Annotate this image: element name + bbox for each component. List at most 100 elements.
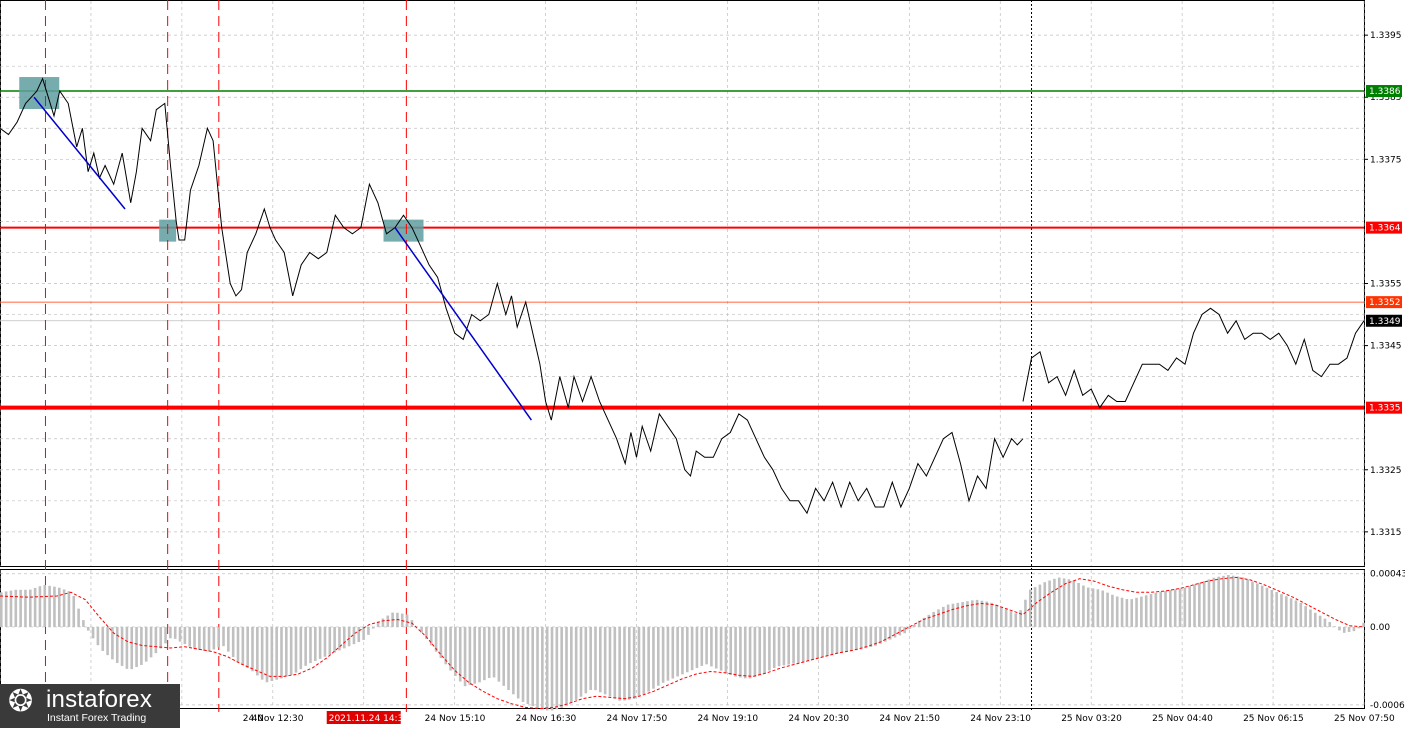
- x-axis-label: 24 Nov 21:50: [879, 714, 940, 724]
- histogram-bar: [261, 627, 264, 680]
- x-axis-label: 25 Nov 07:50: [1334, 714, 1395, 724]
- histogram-bar: [928, 615, 931, 627]
- histogram-bar: [435, 627, 438, 652]
- level-label: 1.3352: [1369, 298, 1401, 308]
- histogram-bar: [1145, 595, 1148, 627]
- histogram-bar: [1106, 593, 1109, 627]
- histogram-bar: [657, 627, 660, 686]
- histogram-bar: [126, 627, 129, 669]
- histogram-bar: [1309, 610, 1312, 627]
- histogram-bar: [768, 627, 771, 671]
- histogram-bar: [1082, 586, 1085, 627]
- histogram-bar: [1126, 599, 1129, 627]
- histogram-bar: [652, 627, 655, 689]
- histogram-bar: [937, 609, 940, 627]
- histogram-bar: [1261, 586, 1264, 627]
- histogram-bar: [1271, 590, 1274, 627]
- histogram-bar: [609, 627, 612, 697]
- histogram-bar: [1005, 609, 1008, 627]
- histogram-bar: [686, 627, 689, 672]
- histogram-bar: [174, 627, 177, 639]
- histogram-bar: [498, 627, 501, 682]
- price-axis-label: 1.3325: [1370, 466, 1402, 476]
- histogram-bar: [1343, 627, 1346, 633]
- histogram-bar: [1164, 591, 1167, 627]
- histogram-bar: [1237, 577, 1240, 627]
- histogram-bar: [469, 627, 472, 685]
- histogram-bar: [792, 627, 795, 664]
- histogram-bar: [1188, 586, 1191, 627]
- level-label: 1.3386: [1369, 87, 1401, 97]
- histogram-bar: [1077, 583, 1080, 627]
- histogram-bar: [720, 627, 723, 671]
- x-axis-label: 25 Nov 03:20: [1061, 714, 1122, 724]
- histogram-bar: [285, 627, 288, 677]
- instaforex-logo: ❂ instaforex Instant Forex Trading: [0, 684, 180, 728]
- x-axis-label: 24 Nov 23:10: [970, 714, 1031, 724]
- histogram-bar: [551, 627, 554, 711]
- histogram-bar: [676, 627, 679, 677]
- histogram-bar: [565, 627, 568, 706]
- histogram-bar: [575, 627, 578, 700]
- histogram-bar: [198, 627, 201, 650]
- histogram-bar: [145, 627, 148, 662]
- histogram-bar: [1155, 593, 1158, 627]
- histogram-bar: [348, 627, 351, 646]
- histogram-bar: [159, 627, 162, 648]
- histogram-bar: [816, 627, 819, 658]
- histogram-bar: [1010, 611, 1013, 627]
- histogram-bar: [1333, 626, 1336, 627]
- histogram-bar: [1179, 588, 1182, 627]
- histogram-bar: [1275, 592, 1278, 627]
- histogram-bar: [560, 627, 563, 708]
- price-axis-label: 1.3345: [1370, 342, 1402, 352]
- histogram-bar: [473, 627, 476, 684]
- histogram-bar: [908, 627, 911, 629]
- histogram-bar: [942, 607, 945, 627]
- histogram-bar: [1174, 589, 1177, 627]
- histogram-bar: [739, 627, 742, 678]
- histogram-bar: [894, 627, 897, 638]
- trend-line: [395, 228, 531, 420]
- price-axis-label: 1.3395: [1370, 31, 1402, 41]
- histogram-bar: [725, 627, 728, 673]
- histogram-bar: [367, 627, 370, 635]
- level-label: 1.3364: [1369, 224, 1401, 234]
- histogram-bar: [1353, 627, 1356, 631]
- histogram-bar: [459, 627, 462, 682]
- histogram-bar: [372, 627, 375, 629]
- histogram-bar: [1159, 592, 1162, 627]
- histogram-bar: [24, 590, 27, 627]
- histogram-bar: [826, 627, 829, 656]
- histogram-bar: [237, 627, 240, 662]
- histogram-bar: [34, 588, 37, 627]
- histogram-bar: [232, 627, 235, 657]
- histogram-bar: [111, 627, 114, 659]
- histogram-bar: [865, 627, 868, 648]
- histogram-bar: [778, 627, 781, 666]
- histogram-bar: [783, 627, 786, 665]
- histogram-bar: [807, 627, 810, 661]
- x-axis-label: 25 Nov 06:15: [1243, 714, 1304, 724]
- histogram-bar: [715, 627, 718, 669]
- histogram-bar: [188, 627, 191, 647]
- signal-box: [384, 220, 424, 242]
- histogram-bar: [604, 627, 607, 694]
- histogram-bar: [1193, 584, 1196, 626]
- histogram-bar: [879, 627, 882, 644]
- histogram-bar: [266, 627, 269, 682]
- histogram-bar: [362, 627, 365, 640]
- histogram-bar: [280, 627, 283, 678]
- histogram-bar: [1319, 616, 1322, 627]
- histogram-bar: [1304, 606, 1307, 627]
- histogram-bar: [700, 627, 703, 666]
- histogram-bar: [203, 627, 206, 651]
- histogram-bar: [671, 627, 674, 679]
- histogram-bar: [1169, 590, 1172, 627]
- histogram-bar: [773, 627, 776, 668]
- histogram-bar: [1121, 598, 1124, 627]
- histogram-bar: [430, 627, 433, 645]
- histogram-bar: [1140, 597, 1143, 627]
- histogram-bar: [507, 627, 510, 690]
